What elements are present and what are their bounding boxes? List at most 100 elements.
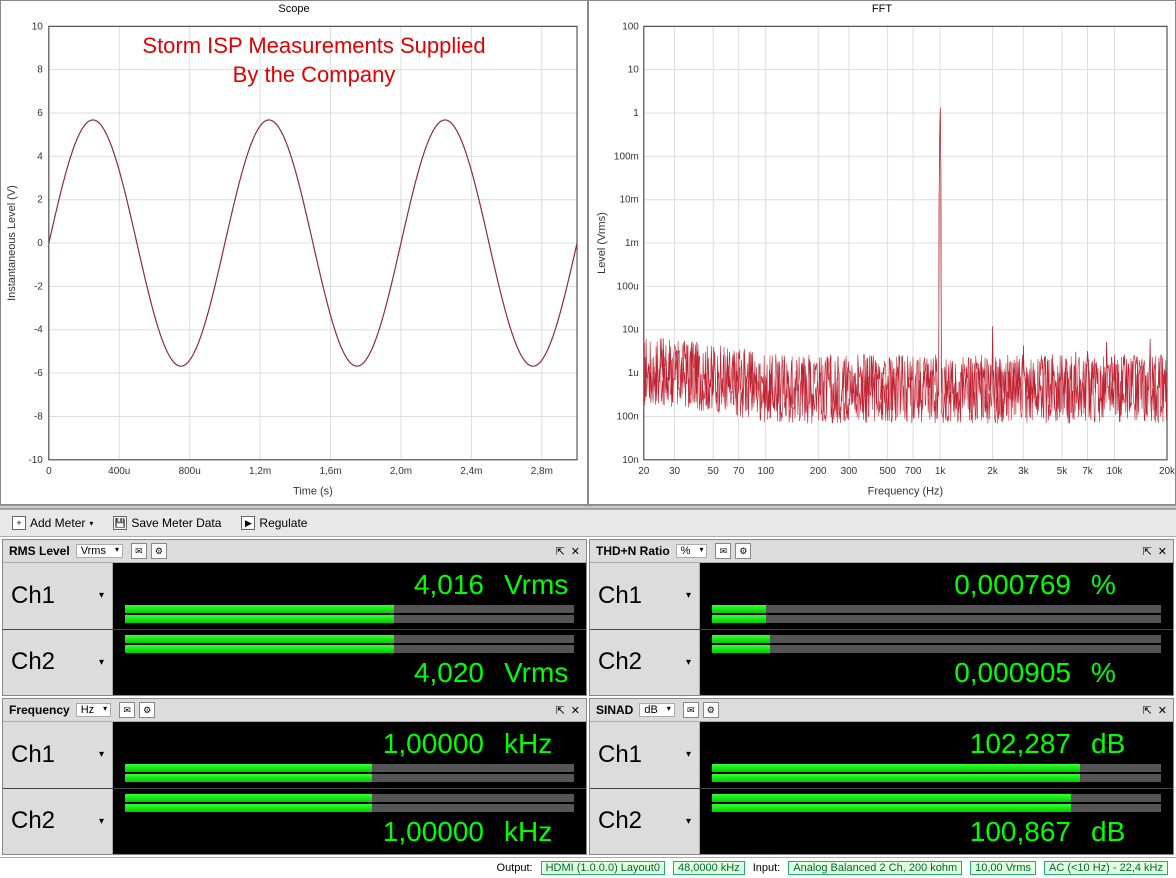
svg-text:-4: -4 <box>34 325 43 336</box>
svg-text:-8: -8 <box>34 411 43 422</box>
meter-title: THD+N Ratio <box>596 544 670 558</box>
graph-icon[interactable]: ✉ <box>715 543 731 559</box>
level-bar <box>712 774 1161 782</box>
gear-icon[interactable]: ⚙ <box>703 702 719 718</box>
svg-text:2k: 2k <box>987 466 998 477</box>
svg-text:1,6m: 1,6m <box>319 466 341 477</box>
svg-text:2,8m: 2,8m <box>531 466 553 477</box>
svg-text:8: 8 <box>37 65 43 76</box>
channel-label[interactable]: Ch1 <box>3 563 113 629</box>
scope-chart: -10-8-6-4-202468100400u800u1,2m1,6m2,0m2… <box>1 17 587 504</box>
popout-icon[interactable]: ⇱ <box>1143 704 1152 717</box>
svg-text:100: 100 <box>622 21 639 32</box>
output-hdmi-box[interactable]: HDMI (1.0.0.0) Layout0 <box>541 861 665 875</box>
readout: 4,016Vrms <box>125 569 574 601</box>
level-bar <box>712 635 1161 643</box>
plus-icon: + <box>12 516 26 530</box>
svg-text:100n: 100n <box>617 411 639 422</box>
svg-text:400u: 400u <box>108 466 130 477</box>
svg-text:3k: 3k <box>1018 466 1029 477</box>
svg-text:300: 300 <box>841 466 858 477</box>
output-rate-box[interactable]: 48,0000 kHz <box>673 861 745 875</box>
svg-text:0: 0 <box>37 238 43 249</box>
svg-text:500: 500 <box>879 466 896 477</box>
channel-row: Ch2 1,00000kHz <box>3 788 586 855</box>
svg-text:20k: 20k <box>1159 466 1175 477</box>
unit-select[interactable]: dB <box>639 703 674 717</box>
gear-icon[interactable]: ⚙ <box>735 543 751 559</box>
unit-select[interactable]: % <box>676 544 708 558</box>
svg-text:100m: 100m <box>614 151 639 162</box>
graph-icon[interactable]: ✉ <box>119 702 135 718</box>
channel-content: 4,020Vrms <box>113 630 586 696</box>
channel-label[interactable]: Ch2 <box>590 789 700 855</box>
meter-title: RMS Level <box>9 544 70 558</box>
popout-icon[interactable]: ⇱ <box>1143 545 1152 558</box>
level-bar <box>712 794 1161 802</box>
meter-header: THD+N Ratio % ✉ ⚙ ⇱ ✕ <box>590 540 1173 563</box>
level-bar <box>712 645 1161 653</box>
add-meter-button[interactable]: +Add Meter ▾ <box>8 514 97 532</box>
svg-text:7k: 7k <box>1082 466 1093 477</box>
close-icon[interactable]: ✕ <box>1158 704 1167 717</box>
svg-text:Time (s): Time (s) <box>293 486 333 498</box>
input-label: Input: <box>753 862 781 874</box>
level-bar <box>712 605 1161 613</box>
output-label: Output: <box>497 862 533 874</box>
channel-label[interactable]: Ch2 <box>3 789 113 855</box>
svg-text:2: 2 <box>37 195 43 206</box>
svg-text:10: 10 <box>32 21 44 32</box>
svg-text:200: 200 <box>810 466 827 477</box>
status-bar: Output: HDMI (1.0.0.0) Layout0 48,0000 k… <box>0 857 1176 878</box>
svg-text:Frequency (Hz): Frequency (Hz) <box>868 486 943 498</box>
level-bar <box>125 794 574 802</box>
meter-header: SINAD dB ✉ ⚙ ⇱ ✕ <box>590 699 1173 722</box>
svg-text:100u: 100u <box>617 281 639 292</box>
input-range-box[interactable]: 10,00 Vrms <box>970 861 1036 875</box>
save-meter-button[interactable]: 💾Save Meter Data <box>109 514 225 532</box>
svg-text:-2: -2 <box>34 281 43 292</box>
readout: 4,020Vrms <box>125 657 574 689</box>
input-config-box[interactable]: Analog Balanced 2 Ch, 200 kohm <box>788 861 962 875</box>
svg-text:700: 700 <box>905 466 922 477</box>
pane-divider[interactable] <box>0 505 1176 509</box>
channel-content: 0,000769% <box>700 563 1173 629</box>
svg-text:1: 1 <box>633 108 639 119</box>
channel-label[interactable]: Ch1 <box>3 722 113 788</box>
readout: 102,287dB <box>712 728 1161 760</box>
meter-title: Frequency <box>9 703 70 717</box>
channel-label[interactable]: Ch1 <box>590 563 700 629</box>
channel-label[interactable]: Ch2 <box>590 630 700 696</box>
popout-icon[interactable]: ⇱ <box>556 704 565 717</box>
channel-label[interactable]: Ch1 <box>590 722 700 788</box>
channel-label[interactable]: Ch2 <box>3 630 113 696</box>
meter-body: Ch1 0,000769% Ch2 0,000905% <box>590 563 1173 695</box>
input-filter-box[interactable]: AC (<10 Hz) - 22,4 kHz <box>1044 861 1168 875</box>
meter-sinad: SINAD dB ✉ ⚙ ⇱ ✕ Ch1 102,287dB <box>589 698 1174 855</box>
svg-text:50: 50 <box>708 466 720 477</box>
gear-icon[interactable]: ⚙ <box>139 702 155 718</box>
svg-text:6: 6 <box>37 108 43 119</box>
save-icon: 💾 <box>113 516 127 530</box>
channel-row: Ch2 0,000905% <box>590 629 1173 696</box>
channel-content: 1,00000kHz <box>113 789 586 855</box>
close-icon[interactable]: ✕ <box>571 704 580 717</box>
fft-title: FFT <box>589 1 1175 17</box>
unit-select[interactable]: Hz <box>76 703 111 717</box>
unit-select[interactable]: Vrms <box>76 544 123 558</box>
popout-icon[interactable]: ⇱ <box>556 545 565 558</box>
close-icon[interactable]: ✕ <box>1158 545 1167 558</box>
play-icon: ▶ <box>241 516 255 530</box>
graph-icon[interactable]: ✉ <box>131 543 147 559</box>
svg-text:-6: -6 <box>34 368 43 379</box>
level-bar <box>125 774 574 782</box>
close-icon[interactable]: ✕ <box>571 545 580 558</box>
svg-text:1k: 1k <box>935 466 946 477</box>
regulate-button[interactable]: ▶Regulate <box>237 514 311 532</box>
svg-text:10m: 10m <box>619 195 638 206</box>
meter-body: Ch1 1,00000kHz Ch2 1,00000kHz <box>3 722 586 854</box>
svg-text:4: 4 <box>37 151 43 162</box>
gear-icon[interactable]: ⚙ <box>151 543 167 559</box>
graph-icon[interactable]: ✉ <box>683 702 699 718</box>
level-bar <box>125 615 574 623</box>
